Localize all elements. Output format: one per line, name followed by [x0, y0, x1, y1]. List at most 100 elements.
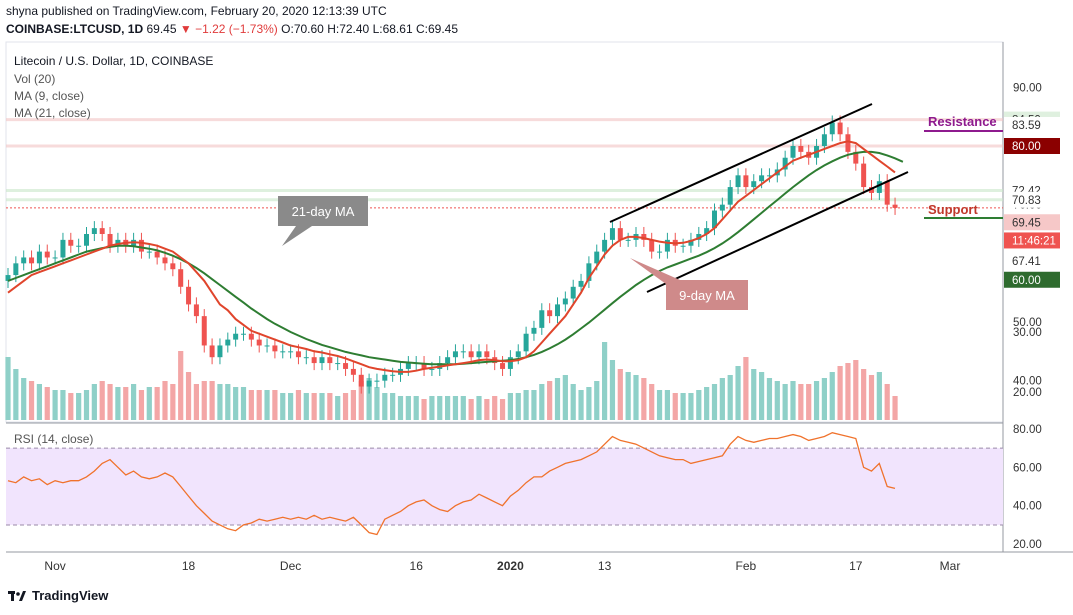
- time-tick-label: Feb: [736, 559, 757, 573]
- candle-body: [36, 251, 42, 264]
- volume-bar: [845, 363, 851, 420]
- candle-body: [727, 187, 733, 205]
- candle-body: [547, 310, 553, 317]
- candle-body: [759, 175, 765, 182]
- volume-bar: [99, 381, 105, 420]
- candle-body: [248, 333, 254, 340]
- time-tick-label: 16: [410, 559, 424, 573]
- candle-body: [766, 175, 772, 177]
- legend-rsi: RSI (14, close): [14, 432, 94, 446]
- volume-bar: [146, 387, 152, 420]
- volume-bar: [201, 381, 207, 420]
- tradingview-footer[interactable]: TradingView: [8, 588, 108, 603]
- candle-body: [264, 345, 270, 347]
- volume-bar: [413, 396, 419, 420]
- candle-body: [735, 175, 741, 188]
- volume-bar: [515, 393, 521, 420]
- volume-bar: [52, 390, 58, 420]
- candle-body: [821, 134, 827, 146]
- candle-body: [146, 251, 152, 253]
- candle-body: [782, 157, 788, 170]
- volume-bar: [766, 378, 773, 420]
- legend-ma21: MA (21, close): [14, 106, 91, 120]
- volume-bar: [138, 390, 145, 420]
- candle-body: [829, 122, 835, 135]
- volume-bar: [853, 360, 859, 420]
- price-badge: [1004, 214, 1060, 231]
- price-badge: [1004, 271, 1060, 288]
- candle-body: [429, 368, 435, 370]
- volume-bar: [719, 378, 725, 420]
- ma21-callout: [278, 196, 368, 246]
- candle-body: [452, 351, 458, 358]
- candle-body: [272, 345, 278, 352]
- volume-bar: [813, 381, 820, 420]
- ma21-callout-label: 21-day MA: [292, 204, 355, 219]
- volume-bar: [523, 390, 529, 420]
- time-tick-label: Dec: [280, 559, 301, 573]
- ohlc-bar: COINBASE:LTCUSD, 1D 69.45 ▼ −1.22 (−1.73…: [6, 22, 458, 36]
- volume-bar: [743, 357, 749, 420]
- volume-bar: [680, 393, 686, 420]
- candle-body: [295, 351, 301, 358]
- ma21-line: [7, 150, 904, 366]
- candle-body: [688, 239, 694, 246]
- footer-brand: TradingView: [32, 588, 109, 603]
- candle-body: [892, 204, 898, 208]
- candle-body: [327, 357, 333, 364]
- volume-bar: [21, 378, 27, 420]
- volume-bar: [829, 372, 835, 420]
- candle-body: [657, 251, 663, 253]
- legend-vol: Vol (20): [14, 72, 56, 86]
- candle-body: [233, 333, 239, 340]
- volume-bar: [484, 399, 490, 420]
- volume-bar: [225, 384, 231, 420]
- candle-body: [390, 374, 396, 376]
- price-badge-label: 67.41: [1012, 256, 1041, 268]
- candle-body: [594, 251, 600, 264]
- support-label: Support: [928, 202, 978, 217]
- price-badge: [1004, 232, 1060, 249]
- volume-bar: [892, 396, 898, 420]
- candle-body: [625, 239, 631, 241]
- candle-body: [319, 357, 325, 364]
- candle-body: [178, 269, 184, 287]
- candle-body: [884, 181, 890, 205]
- candle-body: [719, 204, 725, 211]
- candle-body: [115, 239, 121, 246]
- candle-body: [876, 181, 882, 193]
- candle-body: [13, 263, 19, 276]
- volume-bar: [295, 390, 302, 420]
- symbol-label[interactable]: COINBASE:LTCUSD, 1D: [6, 22, 144, 36]
- volume-bar: [774, 381, 780, 420]
- price-tick-label: 40.00: [1013, 376, 1042, 388]
- rsi-tick-label: 80.00: [1013, 424, 1042, 436]
- volume-bar: [170, 384, 176, 420]
- volume-bar: [806, 384, 812, 420]
- volume-bar: [759, 372, 765, 420]
- volume-bar: [123, 387, 129, 420]
- publish-info: shyna published on TradingView.com, Febr…: [6, 4, 387, 18]
- candle-body: [76, 245, 82, 247]
- volume-bar: [704, 387, 710, 420]
- volume-bar: [649, 384, 655, 420]
- volume-bar: [209, 381, 215, 420]
- volume-bar: [366, 378, 372, 420]
- volume-bar: [437, 396, 443, 420]
- volume-bar: [578, 390, 584, 420]
- volume-bar: [664, 390, 670, 420]
- volume-bar: [554, 378, 561, 420]
- volume-bar: [656, 390, 663, 420]
- volume-bar: [272, 390, 278, 420]
- candle-body: [5, 275, 11, 281]
- candle-body: [68, 239, 74, 246]
- volume-bar: [884, 384, 890, 420]
- volume-bar: [217, 384, 223, 420]
- volume-bar: [13, 369, 19, 420]
- volume-bar: [798, 384, 804, 420]
- candle-body: [445, 357, 451, 364]
- candle-body: [107, 234, 113, 246]
- channel-lower-line: [646, 171, 909, 293]
- volume-bar: [311, 393, 317, 420]
